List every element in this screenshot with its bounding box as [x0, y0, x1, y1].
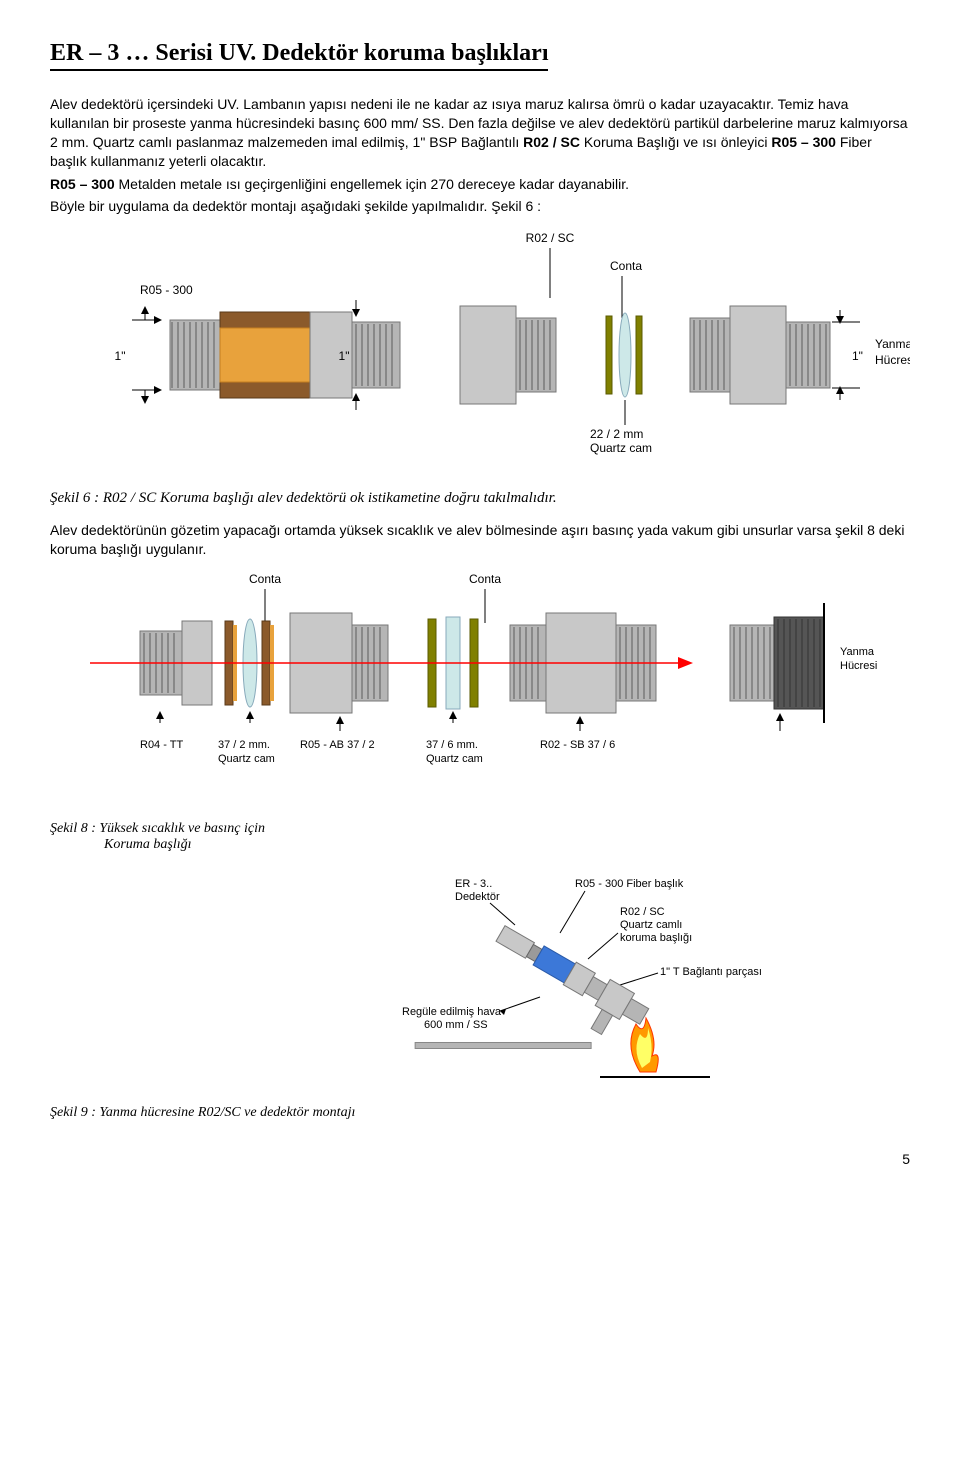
page-number: 5: [50, 1151, 910, 1167]
text-bold: R05 – 300: [50, 176, 115, 192]
svg-text:1": 1": [339, 349, 350, 363]
figure-8-diagram: Conta Conta: [50, 563, 910, 813]
svg-text:22 / 2 mm: 22 / 2 mm: [590, 427, 643, 441]
svg-text:R05 - 300: R05 - 300: [140, 283, 193, 297]
svg-text:ER - 3..: ER - 3..: [455, 878, 492, 890]
svg-text:Conta: Conta: [249, 572, 281, 586]
paragraph-1: Alev dedektörü içersindeki UV. Lambanın …: [50, 95, 910, 171]
figure-9-caption: Şekil 9 : Yanma hücresine R02/SC ve dede…: [50, 1105, 910, 1121]
svg-text:R05 - AB 37 / 2: R05 - AB 37 / 2: [300, 739, 375, 751]
svg-text:Conta: Conta: [610, 259, 642, 273]
svg-text:Quartz cam: Quartz cam: [426, 753, 483, 765]
svg-text:Quartz camlı: Quartz camlı: [620, 919, 682, 931]
svg-text:Quartz cam: Quartz cam: [218, 753, 275, 765]
svg-text:Conta: Conta: [469, 572, 501, 586]
figure-9-diagram: ER - 3.. Dedektör R05 - 300 Fiber başlık…: [370, 867, 870, 1097]
svg-text:Dedektör: Dedektör: [455, 891, 500, 903]
svg-text:37 / 6 mm.: 37 / 6 mm.: [426, 739, 478, 751]
svg-text:Regüle edilmiş hava: Regüle edilmiş hava: [402, 1006, 502, 1018]
svg-text:R02 / SC: R02 / SC: [526, 231, 575, 245]
svg-text:1" T Bağlantı parçası: 1" T Bağlantı parçası: [660, 966, 762, 978]
svg-text:Hücresi: Hücresi: [875, 353, 910, 367]
svg-text:1": 1": [115, 349, 126, 363]
text: Metalden metale ısı geçirgenliğini engel…: [115, 176, 629, 192]
svg-text:R04 - TT: R04 - TT: [140, 739, 183, 751]
svg-text:Yanma: Yanma: [840, 646, 875, 658]
svg-text:1": 1": [852, 349, 863, 363]
svg-text:37 / 2 mm.: 37 / 2 mm.: [218, 739, 270, 751]
paragraph-2: R05 – 300 Metalden metale ısı geçirgenli…: [50, 175, 910, 194]
svg-text:Quartz cam: Quartz cam: [590, 441, 652, 455]
svg-text:R02 - SB 37 / 6: R02 - SB 37 / 6: [540, 739, 615, 751]
text-bold: R05 – 300: [771, 134, 836, 150]
text: Koruma Başlığı ve ısı önleyici: [580, 134, 771, 150]
svg-text:R02 / SC: R02 / SC: [620, 906, 665, 918]
figure-6-diagram: R02 / SC Conta R05 - 300: [50, 220, 910, 480]
svg-text:Hücresi: Hücresi: [840, 660, 877, 672]
svg-text:Yanma: Yanma: [875, 337, 910, 351]
caption-line1: Şekil 8 : Yüksek sıcaklık ve basınç için: [50, 821, 265, 836]
figure-8-caption: Şekil 8 : Yüksek sıcaklık ve basınç için…: [50, 821, 910, 853]
paragraph-3: Böyle bir uygulama da dedektör montajı a…: [50, 197, 910, 216]
svg-text:koruma başlığı: koruma başlığı: [620, 932, 692, 944]
figure-6-caption: Şekil 6 : R02 / SC Koruma başlığı alev d…: [50, 490, 910, 507]
svg-text:R05 - 300 Fiber başlık: R05 - 300 Fiber başlık: [575, 878, 684, 890]
text-bold: R02 / SC: [523, 134, 580, 150]
page-title: ER – 3 … Serisi UV. Dedektör koruma başl…: [50, 40, 548, 71]
svg-text:600 mm / SS: 600 mm / SS: [424, 1019, 488, 1031]
paragraph-4: Alev dedektörünün gözetim yapacağı ortam…: [50, 521, 910, 559]
caption-line2: Koruma başlığı: [50, 837, 192, 852]
